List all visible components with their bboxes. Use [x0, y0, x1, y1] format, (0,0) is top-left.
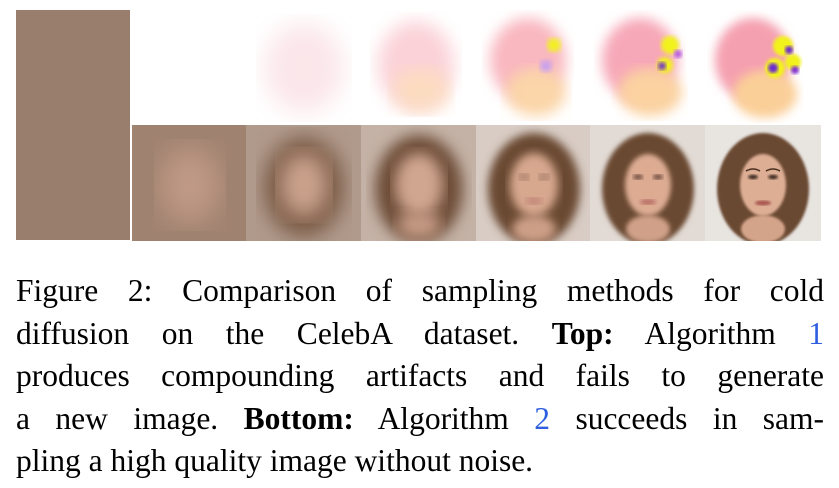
caption-text: Comparison of sampling methods for cold	[182, 273, 824, 308]
bottom-label: Bottom:	[243, 400, 354, 436]
caption-text: pling a high quality image without noise…	[16, 443, 534, 478]
top-step-1-svg	[132, 10, 248, 126]
caption-line-4: a new image. Bottom: Algorithm 2 succeed…	[16, 398, 824, 441]
caption-text: diffusion on the CelebA dataset.	[16, 315, 520, 351]
caption-text: succeeds in sam-	[575, 400, 824, 436]
bottom-row-step-1-image	[132, 125, 248, 241]
top-row-step-1-image	[132, 10, 248, 126]
figure-caption: Figure 2: Comparison of sampling methods…	[16, 270, 824, 483]
caption-text: Algorithm	[377, 400, 509, 436]
top-label: Top:	[551, 315, 614, 351]
top-row-step-4-image	[476, 10, 592, 126]
caption-text: Algorithm	[644, 315, 776, 351]
bottom-row-step-2-image	[246, 125, 362, 241]
algorithm-2-reference-link[interactable]: 2	[534, 400, 550, 436]
top-row-step-5-image	[590, 10, 706, 126]
figure-label: Figure 2:	[16, 273, 153, 308]
bottom-row-step-4-image	[476, 125, 592, 241]
caption-text: produces compounding artifacts and fails…	[16, 358, 824, 393]
bottom-row-step-6-image	[705, 125, 821, 241]
initial-sample-tile	[16, 10, 130, 240]
bottom-row-step-3-image	[361, 125, 477, 241]
top-row-step-6-image	[705, 10, 821, 126]
caption-line-1: Figure 2: Comparison of sampling methods…	[16, 270, 824, 313]
caption-line-5: pling a high quality image without noise…	[16, 440, 824, 483]
top-row-step-3-image	[361, 10, 477, 126]
bottom-row-step-5-image	[590, 125, 706, 241]
top-row-step-2-image	[246, 10, 362, 126]
algorithm-1-reference-link[interactable]: 1	[808, 315, 825, 351]
caption-line-3: produces compounding artifacts and fails…	[16, 355, 824, 398]
caption-line-2: diffusion on the CelebA dataset. Top: Al…	[16, 313, 824, 356]
caption-text: a new image.	[16, 400, 219, 436]
sample-grid	[16, 10, 821, 241]
